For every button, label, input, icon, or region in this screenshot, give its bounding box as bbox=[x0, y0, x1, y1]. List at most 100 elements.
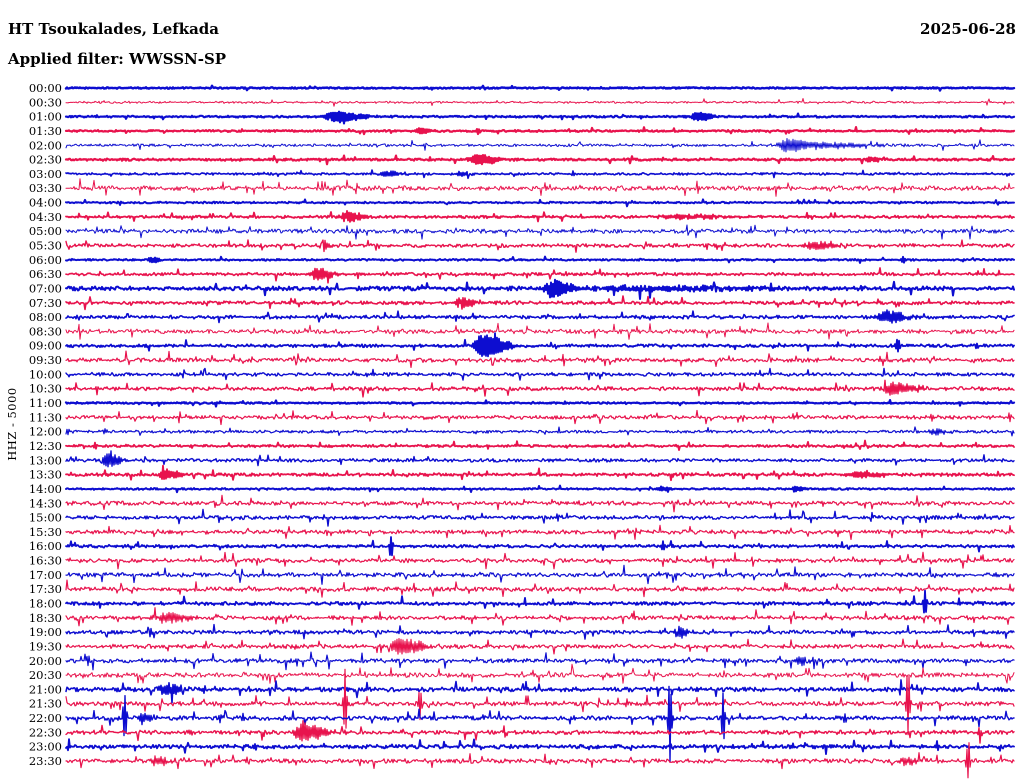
time-label: 15:00 bbox=[29, 511, 62, 525]
time-label: 06:00 bbox=[29, 253, 62, 267]
trace-row-0530 bbox=[65, 239, 1015, 253]
time-label: 23:00 bbox=[29, 740, 62, 754]
trace-row-0830 bbox=[65, 322, 1015, 340]
trace-row-2300 bbox=[65, 738, 1015, 755]
time-label: 13:00 bbox=[29, 453, 62, 467]
trace-row-2000 bbox=[65, 651, 1015, 671]
time-label: 05:30 bbox=[29, 239, 62, 253]
time-label: 20:30 bbox=[29, 668, 62, 682]
trace-row-1330 bbox=[65, 464, 1015, 482]
trace-row-1900 bbox=[65, 623, 1015, 640]
trace-row-2130 bbox=[65, 668, 1015, 736]
trace-row-1230 bbox=[65, 439, 1015, 451]
time-label: 09:00 bbox=[29, 339, 62, 353]
time-label: 00:00 bbox=[29, 81, 62, 95]
trace-row-1400 bbox=[65, 484, 1015, 494]
trace-row-1000 bbox=[65, 367, 1015, 381]
trace-row-0700 bbox=[65, 278, 1015, 300]
time-label: 08:00 bbox=[29, 310, 62, 324]
time-label: 02:00 bbox=[29, 138, 62, 152]
trace-row-1930 bbox=[65, 638, 1015, 655]
time-label: 07:30 bbox=[29, 296, 62, 310]
time-label: 17:00 bbox=[29, 568, 62, 582]
station-title: HT Tsoukalades, Lefkada bbox=[8, 20, 220, 38]
trace-row-0030 bbox=[65, 98, 1015, 107]
trace-row-0230 bbox=[64, 154, 1016, 166]
trace-row-0300 bbox=[65, 169, 1015, 180]
trace-row-0330 bbox=[65, 178, 1015, 197]
trace-row-1730 bbox=[65, 579, 1015, 598]
time-label: 09:30 bbox=[29, 353, 62, 367]
trace-row-0430 bbox=[65, 210, 1015, 223]
time-label: 04:30 bbox=[29, 210, 62, 224]
trace-row-1130 bbox=[65, 409, 1015, 426]
trace-row-1100 bbox=[64, 399, 1016, 408]
time-label: 19:30 bbox=[29, 639, 62, 653]
time-label: 22:00 bbox=[29, 711, 62, 725]
trace-row-1030 bbox=[65, 379, 1015, 398]
trace-row-0500 bbox=[65, 224, 1015, 240]
time-label: 16:00 bbox=[29, 539, 62, 553]
trace-row-0930 bbox=[65, 350, 1015, 368]
time-label: 20:00 bbox=[29, 654, 62, 668]
trace-row-0000 bbox=[64, 84, 1016, 92]
trace-row-1430 bbox=[65, 494, 1015, 513]
time-label: 00:30 bbox=[29, 95, 62, 109]
trace-row-1200 bbox=[65, 426, 1015, 437]
time-label: 04:00 bbox=[29, 196, 62, 210]
trace-row-0200 bbox=[65, 138, 1015, 153]
trace-row-1500 bbox=[65, 508, 1015, 527]
time-label: 12:30 bbox=[29, 439, 62, 453]
time-label: 11:00 bbox=[29, 396, 62, 410]
time-label: 18:30 bbox=[29, 611, 62, 625]
time-label: 06:30 bbox=[29, 267, 62, 281]
date-label: 2025-06-28 bbox=[920, 20, 1016, 38]
time-label: 23:30 bbox=[29, 754, 62, 768]
trace-row-2100 bbox=[65, 679, 1015, 704]
trace-row-1630 bbox=[65, 551, 1015, 570]
time-label: 21:30 bbox=[29, 697, 62, 711]
time-label: 15:30 bbox=[29, 525, 62, 539]
trace-row-1700 bbox=[65, 564, 1015, 585]
time-label: 18:00 bbox=[29, 597, 62, 611]
time-label: 14:30 bbox=[29, 496, 62, 510]
time-label: 12:00 bbox=[29, 425, 62, 439]
time-label: 05:00 bbox=[29, 224, 62, 238]
trace-row-2330 bbox=[65, 742, 1015, 779]
time-label: 21:00 bbox=[29, 682, 62, 696]
trace-row-0630 bbox=[65, 267, 1015, 284]
trace-row-1830 bbox=[65, 607, 1015, 627]
time-label: 14:00 bbox=[29, 482, 62, 496]
time-label: 03:30 bbox=[29, 181, 62, 195]
time-label: 01:00 bbox=[29, 110, 62, 124]
trace-row-0900 bbox=[65, 332, 1015, 358]
time-label: 01:30 bbox=[29, 124, 62, 138]
trace-row-0100 bbox=[64, 110, 1016, 125]
time-label: 10:00 bbox=[29, 367, 62, 381]
time-label: 02:30 bbox=[29, 153, 62, 167]
time-label: 08:30 bbox=[29, 324, 62, 338]
trace-row-0730 bbox=[65, 295, 1015, 311]
time-label: 16:30 bbox=[29, 554, 62, 568]
trace-row-2230 bbox=[65, 720, 1015, 744]
filter-label: Applied filter: WWSSN-SP bbox=[8, 50, 227, 68]
time-label: 17:30 bbox=[29, 582, 62, 596]
time-label: 19:00 bbox=[29, 625, 62, 639]
trace-row-2030 bbox=[65, 663, 1015, 684]
trace-row-2200 bbox=[65, 685, 1015, 762]
time-label: 03:00 bbox=[29, 167, 62, 181]
trace-row-0400 bbox=[65, 198, 1015, 208]
trace-row-0130 bbox=[64, 126, 1016, 136]
trace-row-1530 bbox=[65, 524, 1015, 540]
trace-row-1600 bbox=[65, 536, 1015, 557]
trace-row-1300 bbox=[65, 450, 1015, 468]
trace-row-0800 bbox=[65, 309, 1015, 324]
time-label: 07:00 bbox=[29, 282, 62, 296]
time-label: 11:30 bbox=[29, 410, 62, 424]
trace-row-1800 bbox=[65, 589, 1015, 614]
trace-row-0600 bbox=[65, 255, 1015, 264]
time-label: 10:30 bbox=[29, 382, 62, 396]
time-label: 22:30 bbox=[29, 725, 62, 739]
